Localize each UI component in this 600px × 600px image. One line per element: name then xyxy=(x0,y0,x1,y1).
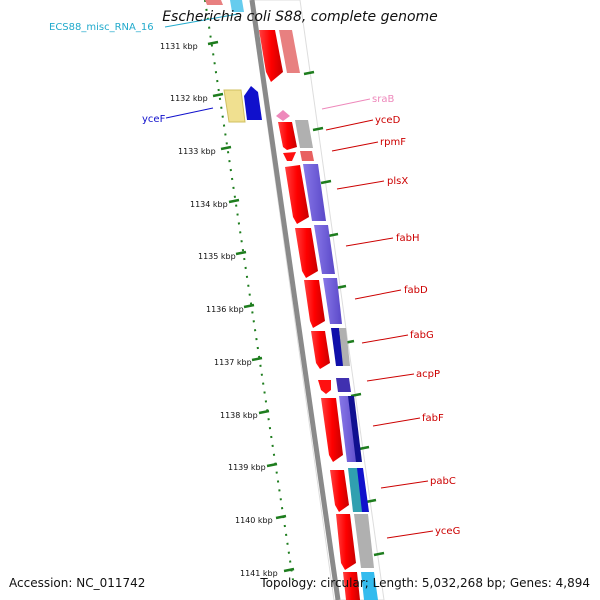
map-title: Escherichia coli S88, complete genome xyxy=(162,9,438,25)
tick-label: 1137 kbp xyxy=(214,358,252,367)
gene-label: fabG xyxy=(410,330,434,341)
cog-yceG xyxy=(354,514,374,568)
gene-label: plsX xyxy=(387,176,408,187)
gene-fabG xyxy=(311,331,330,369)
cog-fabG-2 xyxy=(339,328,350,366)
gene-label: rpmF xyxy=(380,137,406,148)
gene-pabC xyxy=(330,470,349,512)
gene-yceD xyxy=(278,122,297,150)
tick-label: 1133 kbp xyxy=(178,147,216,156)
cog-fabG xyxy=(331,328,344,366)
tick-label: 1139 kbp xyxy=(228,463,266,472)
cog-pabC-2 xyxy=(357,468,369,512)
gene-acpP xyxy=(318,380,331,394)
misc-rna-feature xyxy=(230,0,244,12)
gene-yceG xyxy=(336,514,356,570)
gene-label: fabD xyxy=(404,285,428,296)
gene-top-clipped xyxy=(205,0,223,5)
gene-sraB xyxy=(276,110,290,121)
gene-fabH xyxy=(295,228,318,278)
backbone xyxy=(249,0,341,600)
tick-label: 1136 kbp xyxy=(206,305,244,314)
genome-summary: Topology: circular; Length: 5,032,268 bp… xyxy=(260,576,590,590)
cog-upstream-1 xyxy=(279,30,300,73)
features xyxy=(205,0,378,600)
tick-label: 1138 kbp xyxy=(220,411,258,420)
cog-bottom-clipped xyxy=(361,572,378,600)
gene-plsX xyxy=(285,165,309,224)
gene-fabF xyxy=(321,398,343,462)
gene-yceF xyxy=(244,86,262,120)
gene-label: pabC xyxy=(430,476,456,487)
gene-fabD xyxy=(304,280,325,328)
cog-yceD xyxy=(295,120,313,148)
gene-label: yceD xyxy=(375,115,401,126)
tick-label: 1141 kbp xyxy=(240,569,278,578)
tick-label: 1140 kbp xyxy=(235,516,273,525)
gene-upstream-1 xyxy=(259,30,283,82)
gene-label: yceG xyxy=(435,526,460,537)
gene-label: sraB xyxy=(372,94,394,105)
gene-yceF-box xyxy=(223,89,246,123)
gene-bottom-clipped xyxy=(343,572,360,600)
gene-rpmF xyxy=(283,152,296,161)
gene-labels: ECS88_misc_RNA_16 yceF sraB yceD rpmF pl… xyxy=(49,22,460,537)
tick-label: 1135 kbp xyxy=(198,252,236,261)
cog-rpmF xyxy=(300,151,314,161)
tick-label: 1132 kbp xyxy=(170,94,208,103)
gene-label: ECS88_misc_RNA_16 xyxy=(49,22,154,33)
leader-lines xyxy=(164,13,434,539)
tick-labels: 1131 kbp 1132 kbp 1133 kbp 1134 kbp 1135 kbp… xyxy=(160,42,278,578)
gene-label: fabF xyxy=(422,413,444,424)
accession-text: Accession: NC_011742 xyxy=(9,576,146,590)
cog-acpP xyxy=(336,378,351,392)
tick-label: 1134 kbp xyxy=(190,200,228,209)
gene-label: yceF xyxy=(142,114,166,125)
cog-fabH xyxy=(314,225,335,274)
tick-label: 1131 kbp xyxy=(160,42,198,51)
gene-label: fabH xyxy=(396,233,420,244)
cog-fabD xyxy=(323,278,342,324)
cog-fabF-dark xyxy=(348,396,362,462)
cog-plsX xyxy=(303,164,326,221)
gene-label: acpP xyxy=(416,369,440,380)
